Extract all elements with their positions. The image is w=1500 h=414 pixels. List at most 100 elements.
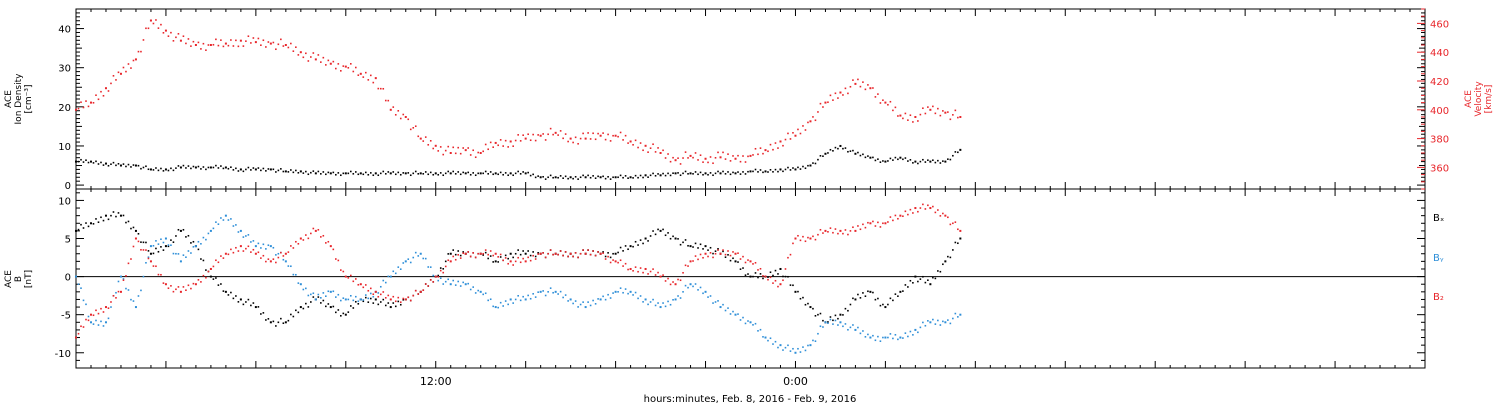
density-marker (862, 153, 864, 156)
bx-marker (527, 250, 529, 252)
density-axis-title-line: ACE (4, 90, 14, 108)
bx-marker (604, 255, 607, 258)
density-marker (762, 171, 764, 174)
velocity-point (779, 140, 782, 143)
density-marker (477, 172, 480, 175)
bx-marker (709, 246, 712, 249)
velocity-point (464, 149, 467, 152)
density-marker (917, 162, 919, 165)
by-marker (762, 336, 764, 338)
bz-marker (859, 228, 862, 231)
density-marker (207, 166, 210, 169)
density-marker (394, 173, 397, 176)
bz-marker (397, 296, 400, 299)
velocity-marker (769, 143, 772, 146)
velocity-marker (812, 116, 814, 118)
velocity-marker (487, 148, 489, 151)
density-marker (407, 172, 410, 174)
bx-marker (347, 311, 350, 313)
bx-marker (787, 275, 789, 278)
density-point (599, 176, 602, 179)
velocity-point (494, 141, 497, 144)
density-marker (842, 147, 844, 150)
by-marker (267, 244, 270, 247)
bx-marker (192, 240, 195, 243)
bz-point (854, 229, 857, 232)
bz-point (359, 283, 362, 286)
bx-marker (954, 241, 957, 244)
velocity-marker (260, 44, 262, 46)
by-point (209, 229, 212, 232)
by-marker (215, 221, 217, 223)
density-marker (97, 163, 100, 165)
velocity-marker (729, 160, 732, 162)
bx-marker (782, 275, 784, 278)
density-marker (709, 172, 712, 174)
velocity-point (884, 101, 887, 104)
by-marker (429, 266, 432, 268)
velocity-marker (409, 128, 412, 131)
density-marker (612, 176, 614, 179)
bx-marker (739, 268, 742, 270)
bx-marker (677, 238, 679, 240)
bz-marker (517, 256, 519, 259)
bz-marker (617, 261, 619, 264)
density-point (794, 168, 797, 171)
density-marker (262, 167, 265, 170)
by-marker (132, 300, 135, 302)
bz-point (434, 275, 437, 278)
by-marker (639, 295, 642, 297)
bz-marker (237, 250, 240, 252)
velocity-point (209, 44, 212, 46)
bz-marker (874, 225, 877, 227)
bx-marker (889, 297, 892, 300)
density-marker (260, 169, 262, 172)
by-marker (499, 301, 502, 304)
bz-marker (172, 290, 175, 293)
by-marker (827, 322, 829, 325)
by-marker (919, 326, 922, 329)
bx-marker (729, 259, 732, 262)
bz-marker (452, 255, 455, 258)
bx-marker (155, 247, 157, 250)
by-marker (335, 296, 337, 298)
legend-bx: Bₓ (1433, 213, 1444, 224)
by-point (404, 260, 407, 263)
bz-point (374, 290, 377, 293)
bx-marker (257, 306, 260, 308)
bx-marker (267, 318, 270, 320)
velocity-marker (320, 61, 322, 63)
bx-marker (452, 249, 455, 251)
by-marker (152, 244, 155, 247)
velocity-marker (452, 146, 455, 149)
by-marker (557, 293, 559, 295)
bz-marker (369, 287, 372, 290)
bx-marker (287, 319, 290, 322)
bz-marker (932, 205, 934, 208)
density-marker (392, 171, 395, 173)
bz-marker (459, 257, 462, 259)
by-marker (612, 292, 614, 294)
by-marker (532, 293, 534, 295)
velocity-marker (347, 67, 350, 69)
bz-marker (829, 227, 832, 229)
by-marker (769, 337, 772, 340)
velocity-marker (652, 143, 654, 146)
by-marker (722, 303, 724, 306)
velocity-point (599, 134, 602, 137)
bz-marker (250, 251, 252, 253)
by-marker (789, 350, 792, 352)
density-marker (352, 173, 355, 175)
by-marker (190, 252, 192, 254)
velocity-point (704, 157, 707, 160)
bx-marker (917, 280, 919, 283)
bz-marker (562, 254, 564, 257)
velocity-point (389, 108, 392, 111)
density-marker (417, 173, 420, 175)
velocity-marker (789, 138, 792, 140)
velocity-marker (907, 119, 909, 121)
density-marker (572, 177, 574, 180)
density-marker (782, 170, 784, 173)
density-marker (724, 173, 727, 175)
bz-marker (892, 219, 894, 222)
